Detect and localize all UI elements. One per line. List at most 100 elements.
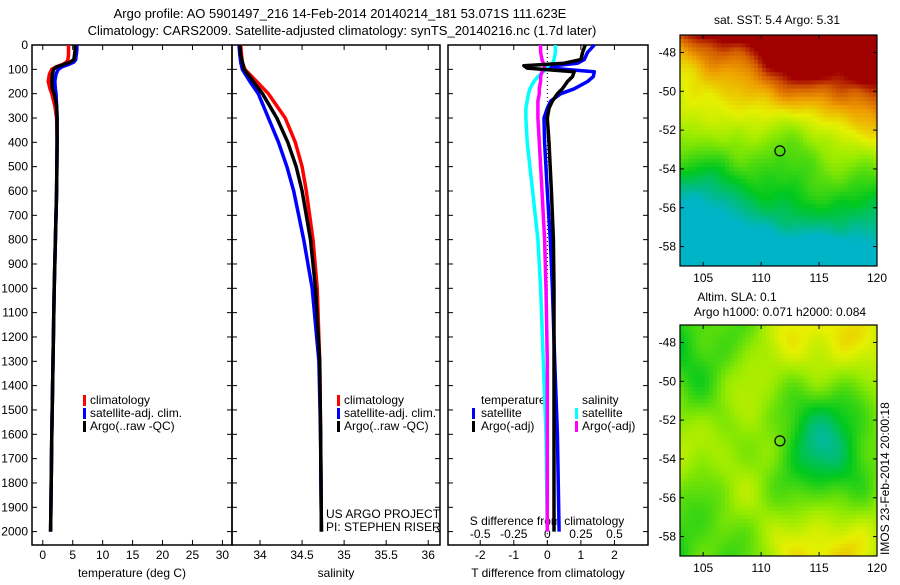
map-cell <box>725 370 730 375</box>
map-cell <box>799 453 804 458</box>
map-cell <box>705 241 710 246</box>
map-cell <box>766 171 771 176</box>
map-cell <box>787 60 792 65</box>
map-cell <box>848 370 853 375</box>
map-cell <box>766 370 771 375</box>
map-cell <box>684 474 689 479</box>
map-cell <box>725 163 730 168</box>
map-cell <box>799 245 804 250</box>
map-cell <box>692 122 697 127</box>
map-cell <box>787 241 792 246</box>
map-cell <box>787 412 792 417</box>
map-cell <box>713 225 718 230</box>
map-cell <box>770 358 775 363</box>
map-cell <box>836 179 841 184</box>
map-cell <box>795 416 800 421</box>
map-cell <box>865 80 870 85</box>
map-cell <box>758 179 763 184</box>
map-cell <box>815 43 820 48</box>
map-cell <box>848 47 853 52</box>
map-cell <box>844 258 849 263</box>
map-cell <box>856 80 861 85</box>
map-cell <box>824 184 829 189</box>
map-cell <box>680 482 685 487</box>
map-cell <box>713 395 718 400</box>
map-cell <box>791 478 796 483</box>
map-cell <box>803 159 808 164</box>
map-cell <box>807 441 812 446</box>
map-cell <box>709 52 714 57</box>
map-cell <box>750 130 755 135</box>
map-cell <box>795 478 800 483</box>
map-cell <box>852 89 857 94</box>
map-cell <box>787 342 792 347</box>
map-cell <box>848 97 853 102</box>
map-cell <box>688 469 693 474</box>
map-cell <box>705 43 710 48</box>
map-cell <box>750 56 755 61</box>
map-cell <box>725 212 730 217</box>
map-cell <box>680 64 685 69</box>
map-cell <box>729 80 734 85</box>
map-cell <box>750 362 755 367</box>
map-cell <box>725 391 730 396</box>
map-cell <box>774 237 779 242</box>
map-cell <box>742 60 747 65</box>
map-cell <box>766 97 771 102</box>
map-cell <box>742 457 747 462</box>
map-cell <box>779 188 784 193</box>
map-cell <box>865 403 870 408</box>
map-cell <box>733 113 738 118</box>
map-cell <box>787 47 792 52</box>
map-cell <box>844 101 849 106</box>
map-cell <box>692 130 697 135</box>
map-cell <box>701 56 706 61</box>
map-cell <box>717 134 722 139</box>
map-cell <box>844 237 849 242</box>
map-cell <box>717 225 722 230</box>
map-cell <box>692 192 697 197</box>
map-cell <box>791 196 796 201</box>
map-cell <box>696 333 701 338</box>
map-cell <box>754 134 759 139</box>
map-cell <box>725 200 730 205</box>
map-cell <box>766 486 771 491</box>
series-line-2 <box>51 45 76 532</box>
map-cell <box>852 130 857 135</box>
map-cell <box>828 105 833 110</box>
map-cell <box>856 474 861 479</box>
map-cell <box>787 229 792 234</box>
map-cell <box>824 47 829 52</box>
map-cell <box>684 208 689 213</box>
map-cell <box>832 105 837 110</box>
map-cell <box>762 486 767 491</box>
map-cell <box>791 465 796 470</box>
map-cell <box>725 72 730 77</box>
map-cell <box>848 208 853 213</box>
map-cell <box>820 126 825 131</box>
map-cell <box>746 56 751 61</box>
map-cell <box>717 60 722 65</box>
map-cell <box>746 391 751 396</box>
map-cell <box>861 105 866 110</box>
map-cell <box>779 241 784 246</box>
map-cell <box>787 486 792 491</box>
map-cell <box>852 358 857 363</box>
map-cell <box>692 346 697 351</box>
map-cell <box>861 184 866 189</box>
map-cell <box>811 494 816 499</box>
map-cell <box>807 138 812 143</box>
map-cell <box>746 337 751 342</box>
map-cell <box>848 457 853 462</box>
map-cell <box>725 175 730 180</box>
map-cell <box>717 370 722 375</box>
map-cell <box>746 204 751 209</box>
map-cell <box>824 105 829 110</box>
map-cell <box>705 395 710 400</box>
map-cell <box>856 391 861 396</box>
map-cell <box>766 362 771 367</box>
map-cell <box>795 56 800 61</box>
map-cell <box>824 225 829 230</box>
map-cell <box>774 122 779 127</box>
map-cell <box>696 155 701 160</box>
